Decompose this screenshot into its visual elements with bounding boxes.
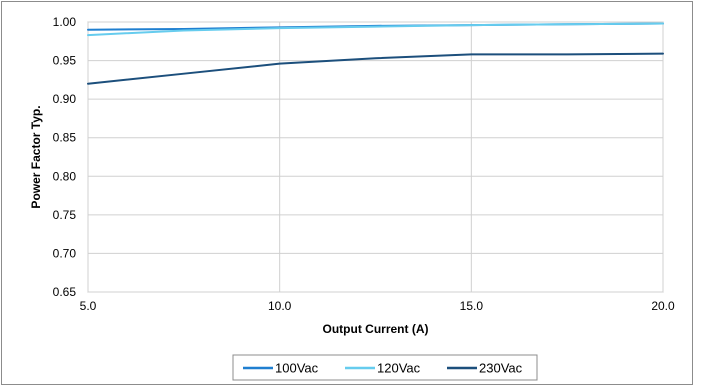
y-axis-title: Power Factor Typ. bbox=[29, 105, 43, 208]
y-tick-label: 0.75 bbox=[53, 208, 77, 222]
x-axis-title: Output Current (A) bbox=[323, 322, 429, 336]
x-tick-label: 20.0 bbox=[651, 299, 675, 313]
y-tick-label: 0.65 bbox=[53, 285, 77, 299]
y-tick-label: 0.80 bbox=[53, 169, 77, 183]
legend-items: 100Vac 120Vac 230Vac bbox=[243, 361, 523, 376]
x-tick-label: 10.0 bbox=[268, 299, 292, 313]
x-tick-label: 15.0 bbox=[460, 299, 484, 313]
legend-item-100vac: 100Vac bbox=[243, 361, 319, 376]
legend-item-230vac: 230Vac bbox=[447, 361, 523, 376]
legend-label: 120Vac bbox=[377, 361, 421, 376]
series-line-230vac bbox=[87, 52, 664, 85]
legend-label: 100Vac bbox=[275, 361, 319, 376]
legend-box bbox=[232, 354, 538, 381]
plot-area bbox=[87, 21, 664, 293]
y-tick-label: 0.70 bbox=[53, 246, 77, 260]
series-lines bbox=[87, 22, 664, 85]
y-tick-labels: 0.65 0.70 0.75 0.80 0.85 0.90 0.95 1.00 bbox=[53, 15, 77, 299]
y-tick-label: 0.85 bbox=[53, 131, 77, 145]
x-tick-label: 5.0 bbox=[80, 299, 97, 313]
grid-lines bbox=[87, 21, 664, 293]
x-tick-labels: 5.0 10.0 15.0 20.0 bbox=[80, 299, 675, 313]
legend-item-120vac: 120Vac bbox=[345, 361, 421, 376]
y-tick-label: 0.90 bbox=[53, 92, 77, 106]
legend-label: 230Vac bbox=[479, 361, 523, 376]
series-line-120vac bbox=[87, 22, 664, 37]
legend: 100Vac 120Vac 230Vac bbox=[232, 354, 538, 381]
y-tick-label: 1.00 bbox=[53, 15, 77, 29]
y-tick-label: 0.95 bbox=[53, 54, 77, 68]
